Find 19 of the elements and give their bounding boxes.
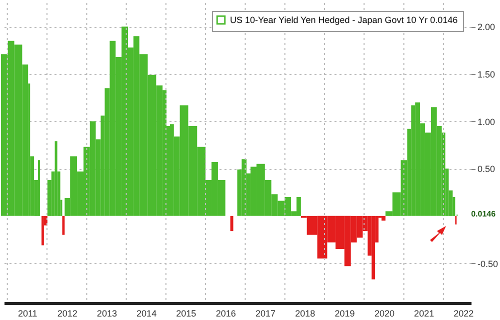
y-tick-label: 2.00 xyxy=(478,22,496,32)
x-tick-label: 2015 xyxy=(176,308,196,318)
x-tick-label: 2016 xyxy=(216,308,236,318)
x-tick-label: 2017 xyxy=(255,308,276,318)
x-tick-label: 2018 xyxy=(295,308,316,318)
x-tick-label: 2021 xyxy=(414,308,434,318)
annotation: 0.0146 xyxy=(471,210,496,219)
x-tick-label: 2020 xyxy=(374,308,394,318)
y-tick-label: -0.50 xyxy=(478,258,498,269)
x-tick-label: 2022 xyxy=(454,308,474,318)
x-tick-label: 2013 xyxy=(96,308,117,318)
x-tick-label: 2014 xyxy=(136,308,157,318)
x-tick-label: 2012 xyxy=(57,308,78,318)
x-tick-label: 2011 xyxy=(18,308,38,318)
x-tick-label: 2019 xyxy=(334,308,355,318)
y-tick-label: 1.50 xyxy=(478,69,496,80)
y-tick-label: 0.50 xyxy=(478,164,496,174)
legend-label: US 10-Year Yield Yen Hedged - Japan Govt 10 Yr 0.0146 xyxy=(230,15,458,25)
y-tick-label: 1.00 xyxy=(478,116,496,127)
